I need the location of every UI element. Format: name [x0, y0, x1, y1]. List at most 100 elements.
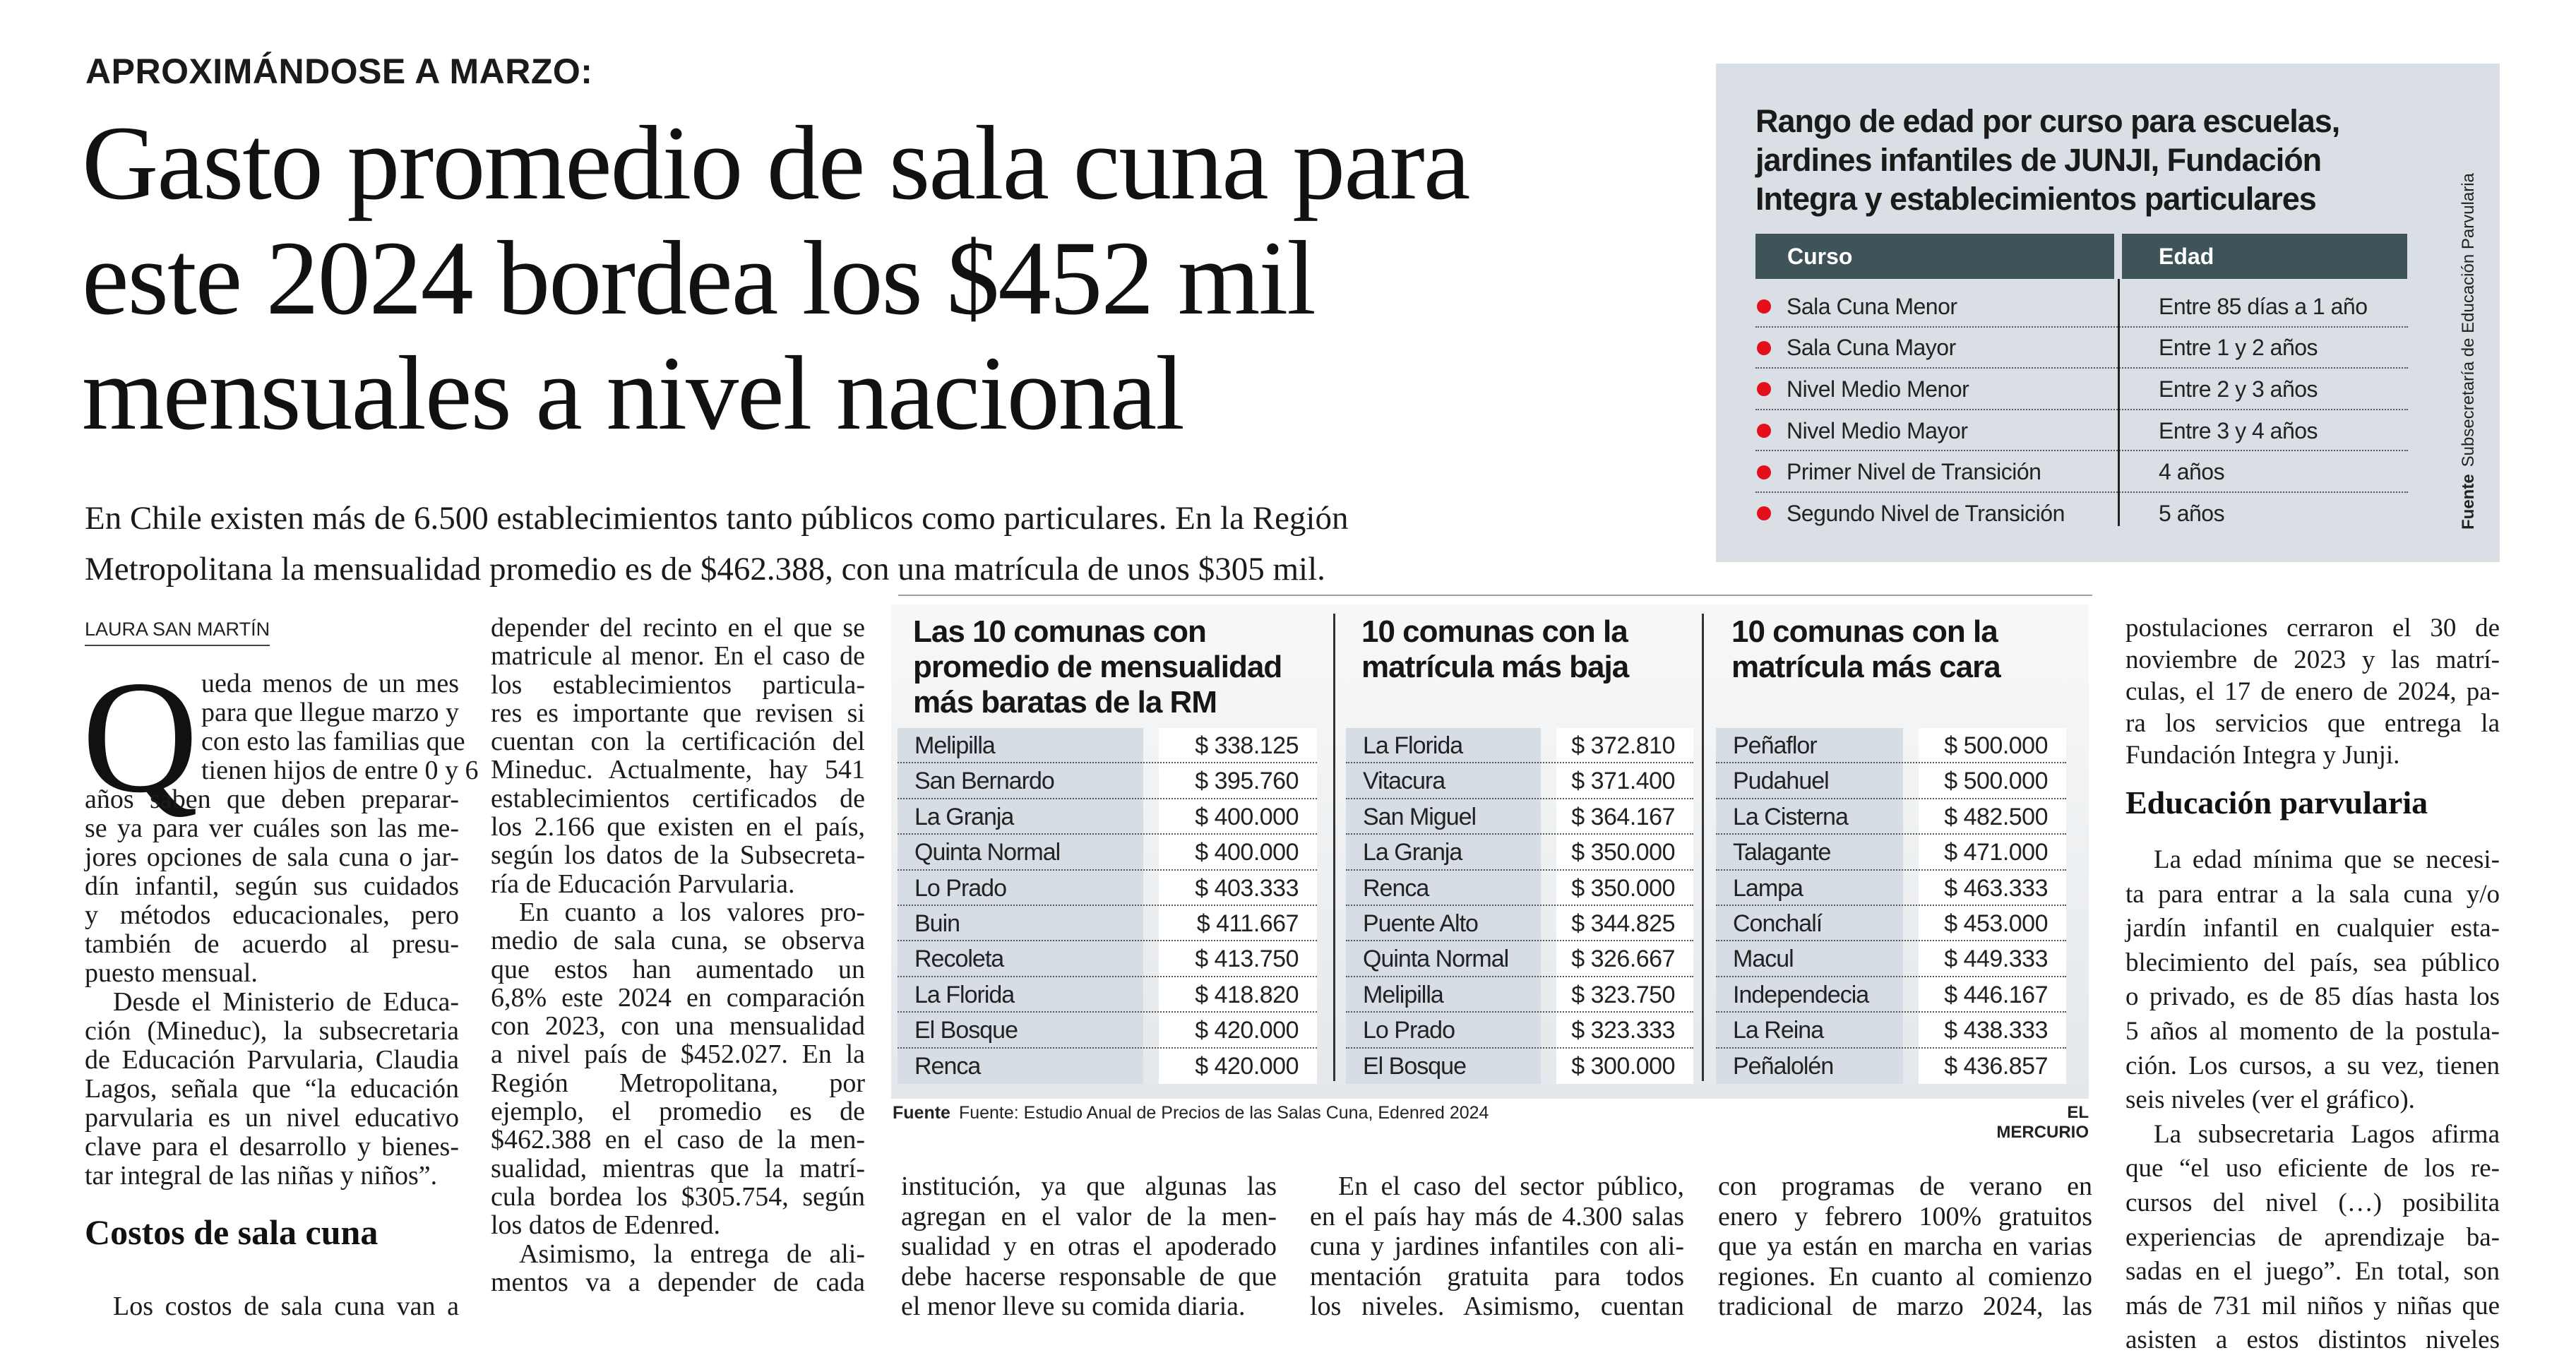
text-line: cuentan con la certificación del [491, 727, 865, 757]
comuna-value: $ 438.333 [1919, 1013, 2066, 1049]
text-line: cuna y jardines infantiles con ali- [1310, 1231, 1684, 1262]
body-column-1: ueda menos de un mes para que llegue marz… [85, 669, 479, 1321]
section-heading: Educación parvularia [2125, 785, 2428, 821]
text-line: jores opciones de sala cuna o jar- [85, 842, 459, 872]
text-line: más de 731 mil niños y niñas que [2125, 1291, 2500, 1320]
comuna-value: $ 350.000 [1556, 870, 1693, 906]
text-line: parvularia es un nivel educativo [85, 1103, 459, 1133]
text-line: para que llegue marzo y [201, 698, 460, 727]
header-edad: Edad [2122, 234, 2407, 279]
comuna-value: $ 446.167 [1919, 977, 2066, 1013]
bullet-icon [1757, 506, 1771, 521]
text-line: los niveles. Asimismo, cuentan [1310, 1292, 1684, 1322]
paragraph: La edad mínima que se necesi-ta para ent… [2125, 843, 2500, 1118]
text-line: En el caso del sector público, [1338, 1171, 1684, 1201]
comuna-name: La Cisterna [1716, 799, 1903, 835]
age-title-line: Rango de edad por curso para escuelas, [1755, 103, 2340, 139]
text-line: 6,8% este 2024 en comparación [491, 982, 865, 1013]
text-line: En cuanto a los valores pro- [519, 897, 865, 927]
text-line: con 2023, con una mensualidad [491, 1011, 865, 1042]
text-line: tienen hijos de entre 0 y 6 [201, 756, 479, 785]
comuna-value: $ 344.825 [1556, 905, 1693, 942]
text-line: 5 años al momento de la postula- [2125, 1016, 2500, 1046]
table-row: Lo Prado $ 323.333 [1346, 1013, 1693, 1049]
comuna-value: $ 403.333 [1159, 870, 1317, 906]
age-table-row: Nivel Medio Menor Entre 2 y 3 años [1755, 369, 2408, 410]
text-line: tradicional de marzo 2024, las [1718, 1292, 2092, 1322]
panel-title-line: promedio de mensualidad [913, 650, 1282, 684]
text-line: Asimismo, la entrega de ali- [519, 1239, 865, 1269]
comuna-name: Quinta Normal [1346, 941, 1541, 977]
text-line: jardín infantil en cualquier esta- [2125, 914, 2500, 943]
table-row: La Granja $ 350.000 [1346, 835, 1693, 871]
age-title-line: jardines infantiles de JUNJI, Fundación [1755, 142, 2322, 178]
panel-lowest-enrollment: 10 comunas con la matrícula más baja La Fl… [1346, 614, 1693, 1084]
text-line: de Educación Parvularia, Claudia [85, 1045, 459, 1075]
table-row: La Cisterna $ 482.500 [1716, 799, 2066, 835]
comuna-name: Macul [1716, 941, 1903, 977]
age-source: Fuente Subsecretaría de Educación Parvula… [2459, 173, 2479, 530]
edad-range: Entre 3 y 4 años [2159, 417, 2318, 443]
comuna-value: $ 420.000 [1159, 1048, 1317, 1084]
text-line: noviembre de 2023 y las matrí- [2125, 645, 2500, 674]
curso-name: Sala Cuna Menor [1787, 293, 1957, 319]
table-row: Recoleta $ 413.750 [898, 941, 1317, 978]
curso-name: Primer Nivel de Transición [1787, 459, 2041, 485]
table-row: Melipilla $ 323.750 [1346, 977, 1693, 1013]
table-row: Talagante $ 471.000 [1716, 835, 2066, 871]
text-line: ría de Educación Parvularia. [491, 869, 795, 899]
comuna-name: Lampa [1716, 870, 1903, 906]
column-divider [2118, 279, 2120, 526]
text-line: ra los servicios que entrega la [2125, 709, 2500, 738]
comuna-name: Lo Prado [898, 870, 1143, 906]
curso-name: Sala Cuna Mayor [1787, 335, 1956, 361]
text-line: clave para el desarrollo y bienes- [85, 1132, 459, 1162]
text-line: cula bordea los $305.754, según [491, 1181, 865, 1212]
comuna-value: $ 323.750 [1556, 977, 1693, 1013]
text-line: con programas de verano en [1718, 1171, 2092, 1201]
headline-line: este 2024 bordea los $452 mil [82, 220, 1316, 337]
comuna-name: Quinta Normal [898, 835, 1143, 871]
age-table-row: Sala Cuna Menor Entre 85 días a 1 año [1755, 286, 2408, 328]
comuna-name: San Bernardo [898, 763, 1143, 799]
comuna-value: $ 364.167 [1556, 799, 1693, 835]
table-row: La Reina $ 438.333 [1716, 1013, 2066, 1049]
table-row: Melipilla $ 338.125 [898, 728, 1317, 764]
text-line: los datos de Edenred. [491, 1210, 721, 1241]
comuna-name: Renca [1346, 870, 1541, 906]
text-line: los 2.166 que existen en el país, [491, 812, 865, 842]
text-line: establecimientos certificados de [491, 783, 865, 813]
table-row: Lampa $ 463.333 [1716, 870, 2066, 907]
comuna-name: Talagante [1716, 835, 1903, 871]
panel-title: Las 10 comunas con promedio de mensualida… [898, 614, 1282, 720]
panel-highest-enrollment: 10 comunas con la matrícula más cara Peñaf… [1716, 614, 2066, 1084]
comuna-value: $ 372.810 [1556, 728, 1693, 764]
text-line: enero y febrero 100% gratuitos [1718, 1201, 2092, 1231]
age-table-row: Primer Nivel de Transición 4 años [1755, 451, 2408, 493]
paragraph: con programas de verano en enero y febrer… [1718, 1171, 2092, 1322]
panel-title-line: 10 comunas con la [1731, 614, 1998, 649]
table-row: Lo Prado $ 403.333 [898, 870, 1317, 907]
text-line: cursos del nivel (…) posibilita [2125, 1188, 2500, 1217]
age-box-title: Rango de edad por curso para escuelas, j… [1755, 102, 2340, 218]
text-line: La subsecretaria Lagos afirma [2154, 1119, 2500, 1149]
headline-line: mensuales a nivel nacional [82, 335, 1185, 452]
edad-range: Entre 85 días a 1 año [2159, 293, 2368, 319]
text-line: depender del recinto en el que se [491, 613, 865, 643]
comuna-name: Peñaflor [1716, 728, 1903, 764]
comuna-name: Recoleta [898, 941, 1143, 977]
comuna-value: $ 400.000 [1159, 835, 1317, 871]
text-line: institución, ya que algunas las [901, 1171, 1277, 1201]
text-line: postulaciones cerraron el 30 de [2125, 614, 2500, 643]
text-line: también de acuerdo al presu- [85, 929, 459, 959]
text-line: blecimiento del país, sea público [2125, 948, 2500, 977]
text-line: Mineduc. Actualmente, hay 541 [491, 755, 865, 785]
text-line: res es importante que revisen si [491, 698, 865, 728]
panel-title-line: 10 comunas con la [1361, 614, 1628, 649]
comuna-value: $ 371.400 [1556, 763, 1693, 799]
source-label: Fuente [2459, 474, 2478, 530]
table-row: El Bosque $ 420.000 [898, 1013, 1317, 1049]
table-row: Macul $ 449.333 [1716, 941, 2066, 978]
edad-range: Entre 1 y 2 años [2159, 335, 2318, 361]
comuna-value: $ 449.333 [1919, 941, 2066, 977]
